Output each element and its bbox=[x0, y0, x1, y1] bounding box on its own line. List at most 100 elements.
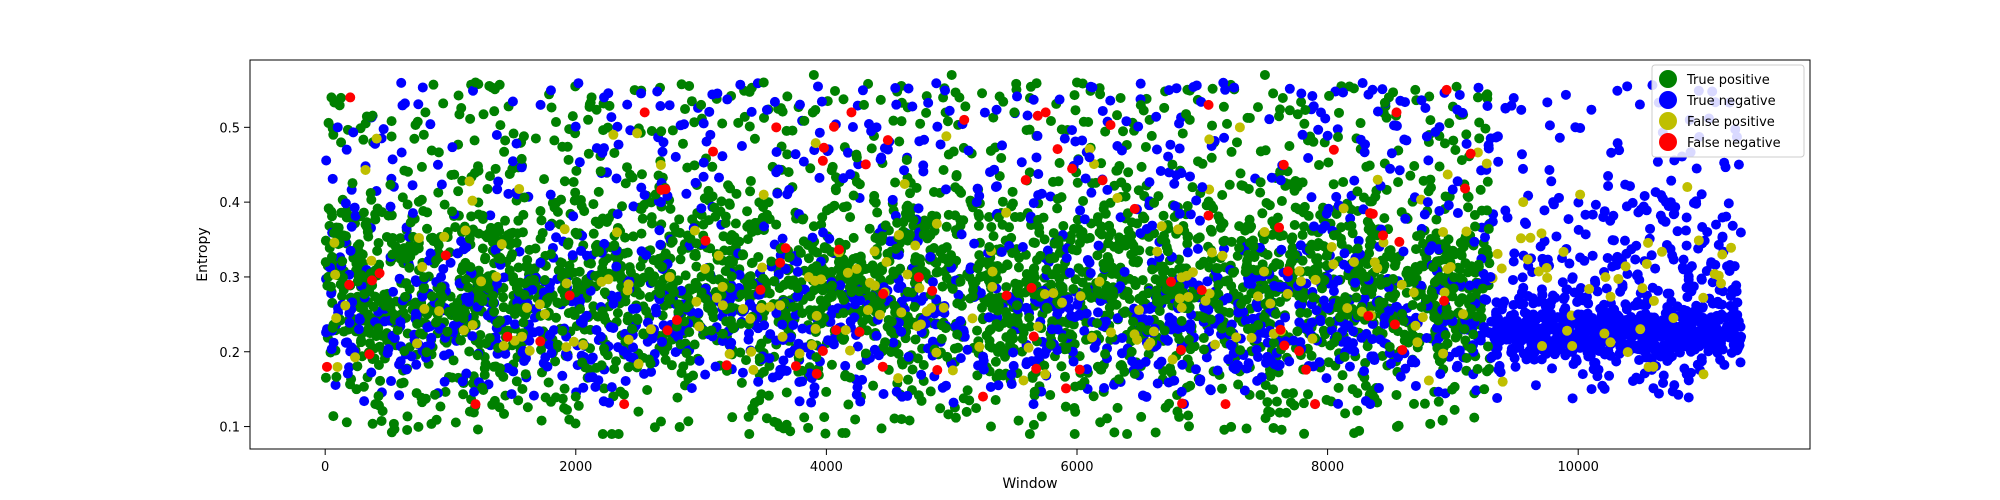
true-negative-point bbox=[1008, 347, 1019, 358]
true-negative-point bbox=[806, 397, 817, 408]
true-negative-point bbox=[1536, 354, 1547, 365]
true-negative-point bbox=[1366, 351, 1377, 362]
true-positive-point bbox=[716, 196, 727, 207]
true-positive-point bbox=[517, 383, 528, 394]
true-negative-point bbox=[1645, 223, 1656, 234]
true-negative-point bbox=[941, 380, 952, 391]
true-positive-point bbox=[500, 215, 511, 226]
true-negative-point bbox=[502, 314, 513, 325]
true-positive-point bbox=[696, 287, 707, 298]
true-negative-point bbox=[567, 250, 578, 261]
true-positive-point bbox=[409, 133, 420, 144]
true-positive-point bbox=[653, 170, 664, 181]
true-positive-point bbox=[1401, 287, 1412, 298]
true-negative-point bbox=[1613, 311, 1624, 322]
true-negative-point bbox=[1471, 385, 1482, 396]
true-negative-point bbox=[698, 157, 709, 168]
true-negative-point bbox=[342, 368, 353, 379]
true-positive-point bbox=[469, 168, 480, 179]
true-negative-point bbox=[1212, 365, 1223, 376]
true-positive-point bbox=[845, 212, 856, 223]
true-negative-point bbox=[1590, 199, 1601, 210]
true-negative-point bbox=[410, 308, 421, 319]
true-positive-point bbox=[954, 185, 965, 196]
true-positive-point bbox=[1484, 258, 1495, 269]
true-negative-point bbox=[1097, 105, 1108, 116]
true-negative-point bbox=[1313, 124, 1324, 135]
true-positive-point bbox=[1218, 101, 1229, 112]
true-negative-point bbox=[1633, 340, 1644, 351]
true-positive-point bbox=[996, 153, 1007, 164]
true-negative-point bbox=[1599, 383, 1610, 394]
true-positive-point bbox=[611, 356, 622, 367]
true-negative-point bbox=[1612, 85, 1623, 96]
true-negative-point bbox=[1379, 319, 1390, 330]
true-positive-point bbox=[1472, 364, 1483, 375]
true-positive-point bbox=[950, 412, 961, 423]
true-positive-point bbox=[557, 393, 568, 404]
true-positive-point bbox=[1423, 186, 1434, 197]
points-layer bbox=[320, 69, 1747, 440]
true-negative-point bbox=[1229, 82, 1240, 93]
true-negative-point bbox=[693, 308, 704, 319]
true-negative-point bbox=[1708, 326, 1719, 337]
true-negative-point bbox=[1493, 156, 1504, 167]
true-positive-point bbox=[821, 386, 832, 397]
true-positive-point bbox=[438, 98, 449, 109]
true-positive-point bbox=[1213, 299, 1224, 310]
true-positive-point bbox=[1165, 362, 1176, 373]
true-positive-point bbox=[680, 104, 691, 115]
true-positive-point bbox=[1289, 219, 1300, 230]
true-positive-point bbox=[986, 221, 997, 232]
true-negative-point bbox=[394, 359, 405, 370]
true-positive-point bbox=[681, 348, 692, 359]
true-negative-point bbox=[794, 396, 805, 407]
true-negative-point bbox=[1399, 134, 1410, 145]
true-positive-point bbox=[561, 404, 572, 415]
true-positive-point bbox=[720, 218, 731, 229]
true-positive-point bbox=[1069, 429, 1080, 440]
true-positive-point bbox=[909, 301, 920, 312]
true-positive-point bbox=[1424, 91, 1435, 102]
true-negative-point bbox=[1641, 300, 1652, 311]
true-negative-point bbox=[413, 99, 424, 110]
true-negative-point bbox=[1672, 301, 1683, 312]
true-positive-point bbox=[1405, 170, 1416, 181]
true-negative-point bbox=[1152, 378, 1163, 389]
true-positive-point bbox=[598, 257, 609, 268]
true-negative-point bbox=[1603, 171, 1614, 182]
true-negative-point bbox=[1223, 354, 1234, 365]
true-negative-point bbox=[1070, 136, 1081, 147]
true-positive-point bbox=[665, 203, 676, 214]
true-positive-point bbox=[1298, 398, 1309, 409]
true-negative-point bbox=[1528, 298, 1539, 309]
true-negative-point bbox=[359, 396, 370, 407]
true-positive-point bbox=[619, 389, 630, 400]
true-positive-point bbox=[1388, 87, 1399, 98]
true-positive-point bbox=[977, 88, 988, 99]
true-positive-point bbox=[972, 325, 983, 336]
true-negative-point bbox=[1164, 85, 1175, 96]
true-negative-point bbox=[972, 183, 983, 194]
true-negative-point bbox=[570, 121, 581, 132]
true-positive-point bbox=[373, 238, 384, 249]
true-positive-point bbox=[998, 96, 1009, 107]
true-positive-point bbox=[1293, 177, 1304, 188]
true-negative-point bbox=[1375, 334, 1386, 345]
true-positive-point bbox=[894, 136, 905, 147]
true-negative-point bbox=[1539, 236, 1550, 247]
true-positive-point bbox=[683, 416, 694, 427]
true-positive-point bbox=[754, 353, 765, 364]
true-negative-point bbox=[1694, 327, 1705, 338]
true-positive-point bbox=[1354, 425, 1365, 436]
true-positive-point bbox=[788, 275, 799, 286]
true-positive-point bbox=[1060, 401, 1071, 412]
true-negative-point bbox=[737, 367, 748, 378]
true-positive-point bbox=[646, 126, 657, 137]
true-negative-point bbox=[1714, 298, 1725, 309]
true-positive-point bbox=[1460, 258, 1471, 269]
true-positive-point bbox=[1083, 116, 1094, 127]
true-negative-point bbox=[1658, 377, 1669, 388]
true-positive-point bbox=[1290, 202, 1301, 213]
true-negative-point bbox=[1706, 257, 1717, 268]
